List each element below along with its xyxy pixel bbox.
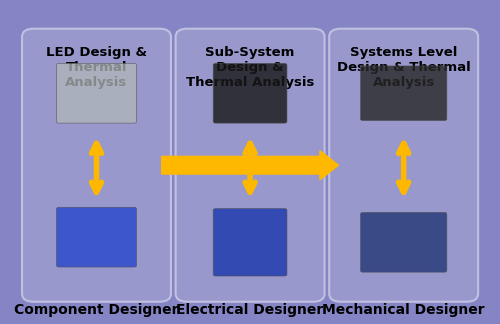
Text: Component Designer: Component Designer <box>14 303 178 317</box>
FancyBboxPatch shape <box>56 64 136 123</box>
FancyBboxPatch shape <box>176 29 324 302</box>
Text: Mechanical Designer: Mechanical Designer <box>322 303 485 317</box>
FancyBboxPatch shape <box>213 64 287 123</box>
FancyArrow shape <box>162 151 338 180</box>
Text: Sub-System
Design &
Thermal Analysis: Sub-System Design & Thermal Analysis <box>186 46 314 89</box>
FancyBboxPatch shape <box>22 29 171 302</box>
Text: Electrical Designer: Electrical Designer <box>176 303 324 317</box>
FancyBboxPatch shape <box>56 207 136 267</box>
FancyBboxPatch shape <box>213 209 287 276</box>
FancyBboxPatch shape <box>360 213 447 272</box>
FancyBboxPatch shape <box>360 66 447 121</box>
Text: Systems Level
Design & Thermal
Analysis: Systems Level Design & Thermal Analysis <box>337 46 470 89</box>
Text: LED Design &
Thermal
Analysis: LED Design & Thermal Analysis <box>46 46 147 89</box>
FancyBboxPatch shape <box>329 29 478 302</box>
